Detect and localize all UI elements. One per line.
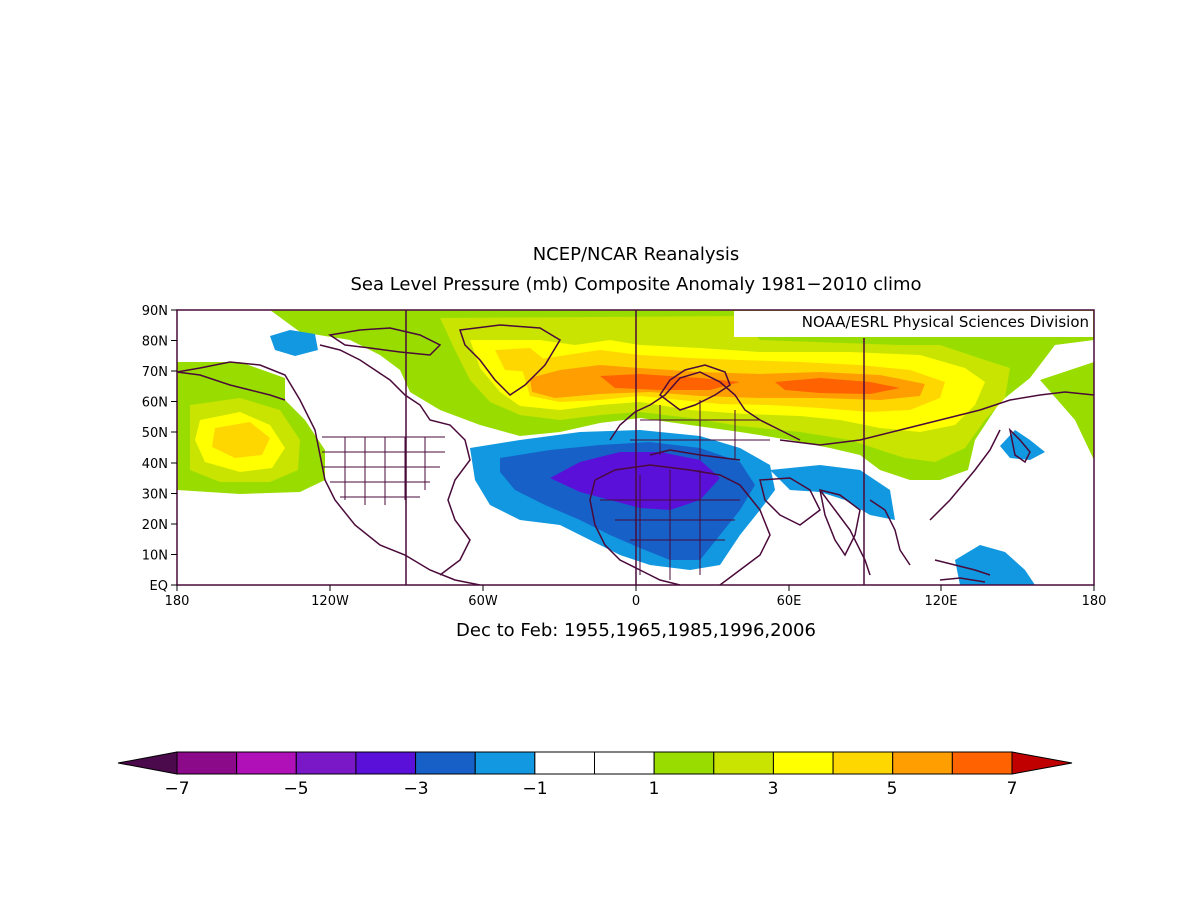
colorbar-cell: [594, 751, 655, 775]
coast-india: [819, 488, 861, 557]
neg1-alaska: [270, 330, 318, 356]
colorbar-cell: [295, 751, 357, 775]
colorbar-cell: [832, 751, 894, 775]
lon-label: 60E: [777, 594, 802, 609]
meridian-lines: [405, 310, 865, 585]
us-state-grid: [322, 436, 445, 505]
colorbar-arrow-right: [1011, 751, 1073, 775]
lon-label: 120W: [311, 594, 349, 609]
pos6-core-east: [775, 378, 900, 394]
colorbar-cell: [892, 751, 953, 775]
coast-africa: [589, 464, 771, 585]
colorbar-cell: [713, 751, 774, 775]
lon-label: 120E: [924, 594, 957, 609]
lon-axis: 180 120W 60W 0 60E 120E 180: [165, 585, 1107, 609]
neg1-philippines: [955, 545, 1035, 585]
coast-arabia: [759, 477, 821, 526]
chart-subtitle: Sea Level Pressure (mb) Composite Anomal…: [350, 274, 921, 295]
lat-label: 80N: [142, 335, 168, 350]
lat-label: 70N: [142, 365, 168, 380]
colorbar-arrow-left: [117, 751, 178, 775]
colorbar-label: −7: [164, 779, 189, 799]
lat-label: 90N: [142, 304, 168, 319]
colorbar-cell: [355, 751, 417, 775]
colorbar-cell: [474, 751, 536, 775]
pos4-greenland: [495, 348, 545, 372]
map-panel: NOAA/ESRL Physical Sciences Division 90N…: [142, 304, 1107, 609]
colorbar-label: 7: [1007, 779, 1018, 799]
coast-alaska: [177, 371, 286, 401]
colorbar-label: 3: [768, 779, 779, 799]
pos4-west-pacific: [212, 422, 270, 458]
lat-label: 50N: [142, 426, 168, 441]
colorbar-cell: [236, 751, 297, 775]
colorbar-label: 5: [887, 779, 898, 799]
africa-borders: [600, 470, 740, 580]
colorbar-cell: [176, 751, 238, 775]
credit-box: [734, 311, 1093, 337]
colorbar-cells: [176, 751, 1013, 775]
colorbar-cell: [534, 751, 595, 775]
colorbar-cell: [772, 751, 834, 775]
europe-borders: [630, 400, 770, 460]
lon-label: 180: [165, 594, 190, 609]
pos1-east-edge: [1040, 362, 1094, 460]
coast-canadian-archipelago: [328, 327, 442, 356]
coast-asia: [779, 391, 1094, 576]
lat-label: 40N: [142, 457, 168, 472]
credit-label: NOAA/ESRL Physical Sciences Division: [802, 313, 1089, 331]
coast-indonesia: [934, 559, 991, 583]
colorbar-label: −5: [283, 779, 308, 799]
lon-label: 180: [1082, 594, 1107, 609]
coast-japan: [1008, 427, 1031, 464]
pos6-core: [600, 374, 740, 390]
lat-label: 10N: [142, 549, 168, 564]
lon-label: 0: [632, 594, 640, 609]
colorbar-cell: [653, 751, 715, 775]
colorbar: −7 −5 −3 −1 1 3 5 7: [117, 751, 1073, 799]
lat-label: EQ: [150, 579, 168, 594]
lon-label: 60W: [468, 594, 498, 609]
colorbar-label: 1: [649, 779, 660, 799]
chart-title: NCEP/NCAR Reanalysis: [533, 244, 740, 265]
coast-scandinavia: [658, 364, 731, 411]
colorbar-labels: −7 −5 −3 −1 1 3 5 7: [164, 779, 1017, 799]
period-caption: Dec to Feb: 1955,1965,1985,1996,2006: [456, 620, 816, 641]
neg3-core: [550, 452, 720, 510]
colorbar-cell: [951, 751, 1013, 775]
lat-label: 30N: [142, 488, 168, 503]
lat-axis: 90N 80N 70N 60N 50N 40N 30N 20N 10N EQ: [142, 304, 177, 594]
colorbar-label: −3: [403, 779, 428, 799]
anomaly-field: [177, 310, 1094, 585]
coast-greenland: [458, 324, 562, 396]
lat-label: 20N: [142, 518, 168, 533]
colorbar-cell: [415, 751, 476, 775]
lat-label: 60N: [142, 396, 168, 411]
colorbar-label: −1: [522, 779, 547, 799]
political-borders: [322, 400, 770, 580]
